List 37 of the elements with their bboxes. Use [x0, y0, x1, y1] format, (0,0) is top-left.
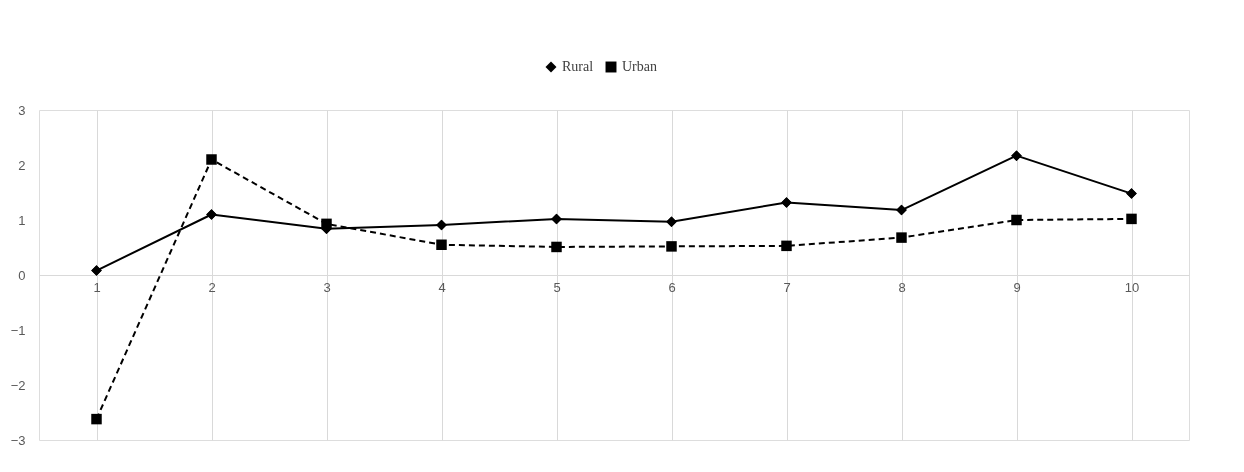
point	[1126, 213, 1137, 225]
x-tick-label: 1	[93, 279, 101, 295]
x-tick-label: 8	[898, 279, 906, 295]
point	[436, 239, 447, 250]
y-tick-label: 2	[18, 157, 26, 173]
y-tick-label: 1	[18, 212, 26, 228]
legend-label: Urban	[622, 59, 657, 74]
x-tick-label: 10	[1124, 279, 1140, 295]
x-tick-label: 9	[1013, 279, 1021, 295]
y-tick-label: 3	[18, 102, 26, 118]
point	[91, 265, 102, 276]
point	[436, 219, 447, 231]
point	[1126, 188, 1137, 199]
point	[551, 213, 562, 225]
x-tick-label: 6	[668, 279, 676, 295]
y-tick-label: 0	[18, 267, 26, 283]
y-tick-label: −1	[10, 322, 26, 338]
x-tick-label: 7	[783, 279, 791, 295]
point	[1011, 150, 1022, 161]
point	[896, 204, 907, 216]
point	[91, 413, 102, 425]
point	[206, 154, 217, 165]
x-tick-label: 2	[208, 279, 216, 295]
point	[206, 209, 217, 220]
point	[551, 241, 562, 253]
legend-label: Rural	[562, 59, 594, 74]
x-tick-label: 5	[553, 279, 561, 295]
point	[781, 240, 792, 252]
point	[1011, 214, 1022, 226]
point	[666, 216, 677, 227]
y-tick-label: −3	[10, 432, 26, 448]
point	[896, 232, 907, 243]
point	[781, 197, 792, 208]
point	[666, 241, 677, 252]
y-tick-label: −2	[10, 377, 26, 393]
x-tick-label: 4	[438, 279, 446, 295]
x-tick-label: 3	[323, 279, 331, 295]
